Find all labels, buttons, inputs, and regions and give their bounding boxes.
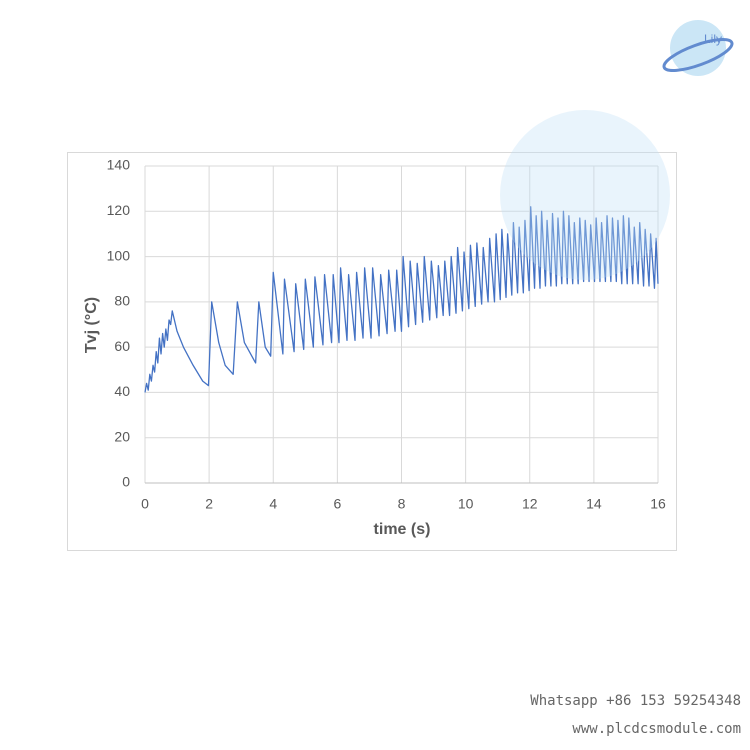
- watermark-phone: Whatsapp +86 153 59254348: [530, 693, 741, 709]
- y-axis-label: Tvj (°C): [83, 297, 100, 353]
- plot-area: 0 20 40 60 80 100 120 140 0 2 4 6 8 10 12 14 16: [107, 157, 666, 512]
- chart-frame: [67, 152, 677, 551]
- logo-ring: [662, 38, 734, 72]
- x-tick-label: 0: [141, 496, 149, 512]
- y-tick-label: 100: [107, 247, 131, 263]
- data-line: [144, 206, 659, 393]
- x-tick-label: 12: [522, 496, 538, 512]
- x-tick-label: 16: [650, 496, 666, 512]
- watermark-globe: [500, 110, 670, 280]
- y-tick-label: 20: [114, 428, 130, 444]
- y-tick-label: 120: [107, 202, 131, 218]
- y-tick-label: 40: [114, 383, 130, 399]
- watermark-site: www.plcdcsmodule.com: [572, 721, 741, 737]
- y-tick-label: 0: [122, 474, 130, 490]
- x-tick-label: 10: [458, 496, 474, 512]
- y-tick-label: 60: [114, 338, 130, 354]
- logo: Lily: [662, 20, 734, 76]
- x-tick-label: 4: [269, 496, 277, 512]
- x-tick-label: 14: [586, 496, 602, 512]
- logo-globe: [670, 20, 726, 76]
- y-tick-label: 80: [114, 293, 130, 309]
- logo-text: Lily: [704, 32, 722, 46]
- y-tick-label: 140: [107, 157, 131, 173]
- x-tick-label: 8: [398, 496, 406, 512]
- x-tick-label: 2: [205, 496, 213, 512]
- x-axis-label: time (s): [374, 521, 431, 538]
- x-tick-label: 6: [333, 496, 341, 512]
